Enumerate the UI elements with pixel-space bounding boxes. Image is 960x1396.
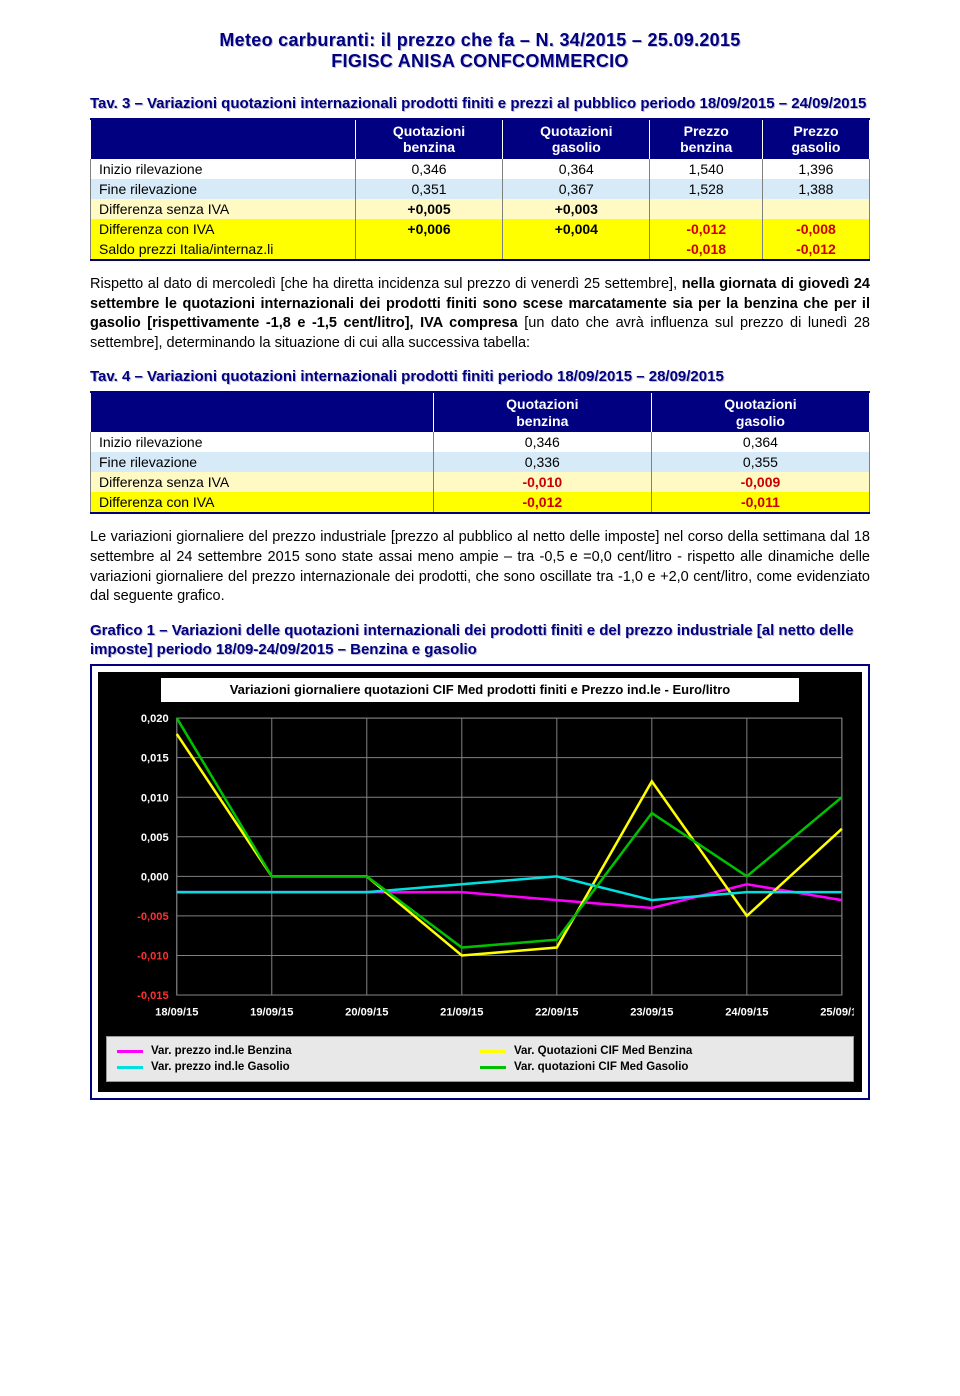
legend-swatch <box>117 1050 143 1053</box>
table-row: Inizio rilevazione0,3460,3641,5401,396 <box>91 159 870 179</box>
cell-value: +0,006 <box>355 219 502 239</box>
cell-value: 0,351 <box>355 179 502 199</box>
cell-value: 0,346 <box>433 432 651 452</box>
tav4-caption: Tav. 4 – Variazioni quotazioni internazi… <box>90 367 870 387</box>
row-label: Saldo prezzi Italia/internaz.li <box>91 239 356 260</box>
table-header: Quotazionibenzina <box>355 119 502 160</box>
cell-value: -0,012 <box>433 492 651 513</box>
table-header <box>91 119 356 160</box>
legend-item: Var. prezzo ind.le Benzina <box>117 1043 480 1059</box>
legend-label: Var. quotazioni CIF Med Gasolio <box>514 1061 688 1073</box>
row-label: Differenza con IVA <box>91 492 434 513</box>
row-label: Inizio rilevazione <box>91 159 356 179</box>
table-header <box>91 392 434 433</box>
table-row: Inizio rilevazione0,3460,364 <box>91 432 870 452</box>
svg-text:19/09/15: 19/09/15 <box>250 1006 293 1018</box>
chart-plot-area: Variazioni giornaliere quotazioni CIF Me… <box>98 672 862 1093</box>
row-label: Fine rilevazione <box>91 452 434 472</box>
tav3-caption: Tav. 3 – Variazioni quotazioni internazi… <box>90 94 870 114</box>
legend-item: Var. prezzo ind.le Gasolio <box>117 1059 480 1075</box>
table-row: Saldo prezzi Italia/internaz.li -0,018-0,… <box>91 239 870 260</box>
table-row: Fine rilevazione0,3360,355 <box>91 452 870 472</box>
chart-container: Variazioni giornaliere quotazioni CIF Me… <box>90 664 870 1101</box>
svg-text:0,010: 0,010 <box>141 792 169 804</box>
document-header: Meteo carburanti: il prezzo che fa – N. … <box>90 30 870 72</box>
tav3-table: QuotazionibenzinaQuotazionigasolioPrezzo… <box>90 118 870 262</box>
grafico1-caption: Grafico 1 – Variazioni delle quotazioni … <box>90 621 870 660</box>
svg-text:23/09/15: 23/09/15 <box>630 1006 673 1018</box>
cell-value <box>762 199 869 219</box>
cell-value: -0,018 <box>650 239 762 260</box>
cell-value: 0,355 <box>651 452 869 472</box>
svg-text:0,020: 0,020 <box>141 713 169 725</box>
cell-value <box>650 199 762 219</box>
cell-value: -0,009 <box>651 472 869 492</box>
cell-value: 1,540 <box>650 159 762 179</box>
table-header: Quotazionigasolio <box>651 392 869 433</box>
cell-value: -0,012 <box>650 219 762 239</box>
cell-value: 0,364 <box>651 432 869 452</box>
cell-value <box>503 239 650 260</box>
svg-text:24/09/15: 24/09/15 <box>725 1006 768 1018</box>
cell-value: -0,012 <box>762 239 869 260</box>
legend-swatch <box>480 1066 506 1069</box>
paragraph-2: Le variazioni giornaliere del prezzo ind… <box>90 528 870 606</box>
row-label: Differenza senza IVA <box>91 199 356 219</box>
svg-text:-0,015: -0,015 <box>137 990 169 1002</box>
cell-value: 1,396 <box>762 159 869 179</box>
legend-label: Var. prezzo ind.le Gasolio <box>151 1061 290 1073</box>
line-chart-svg: -0,015 -0,010 -0,005 0,000 0,005 0,010 0,015 0,… <box>106 710 854 1023</box>
cell-value: +0,005 <box>355 199 502 219</box>
header-title: Meteo carburanti: il prezzo che fa – N. … <box>90 30 870 51</box>
svg-text:-0,010: -0,010 <box>137 950 169 962</box>
table-row: Fine rilevazione0,3510,3671,5281,388 <box>91 179 870 199</box>
svg-text:0,005: 0,005 <box>141 832 169 844</box>
legend-label: Var. Quotazioni CIF Med Benzina <box>514 1045 692 1057</box>
svg-text:25/09/15: 25/09/15 <box>820 1006 854 1018</box>
row-label: Differenza senza IVA <box>91 472 434 492</box>
chart-title: Variazioni giornaliere quotazioni CIF Me… <box>161 678 799 702</box>
cell-value: 0,336 <box>433 452 651 472</box>
svg-text:0,000: 0,000 <box>141 871 169 883</box>
cell-value: 0,367 <box>503 179 650 199</box>
table-header: Quotazionigasolio <box>503 119 650 160</box>
legend-item: Var. quotazioni CIF Med Gasolio <box>480 1059 843 1075</box>
table-header: Prezzogasolio <box>762 119 869 160</box>
svg-text:21/09/15: 21/09/15 <box>440 1006 483 1018</box>
row-label: Fine rilevazione <box>91 179 356 199</box>
table-row: Differenza senza IVA+0,005+0,003 <box>91 199 870 219</box>
chart-legend: Var. prezzo ind.le Benzina Var. Quotazion… <box>106 1036 854 1082</box>
cell-value: +0,004 <box>503 219 650 239</box>
table-row: Differenza senza IVA-0,010-0,009 <box>91 472 870 492</box>
tav4-table: QuotazionibenzinaQuotazionigasolio Inizi… <box>90 391 870 515</box>
svg-text:20/09/15: 20/09/15 <box>345 1006 388 1018</box>
row-label: Differenza con IVA <box>91 219 356 239</box>
svg-text:-0,005: -0,005 <box>137 911 169 923</box>
table-header: Quotazionibenzina <box>433 392 651 433</box>
cell-value: 1,388 <box>762 179 869 199</box>
table-row: Differenza con IVA+0,006+0,004-0,012-0,0… <box>91 219 870 239</box>
cell-value: -0,008 <box>762 219 869 239</box>
cell-value: 0,364 <box>503 159 650 179</box>
legend-swatch <box>117 1066 143 1069</box>
cell-value: -0,010 <box>433 472 651 492</box>
svg-text:22/09/15: 22/09/15 <box>535 1006 578 1018</box>
table-row: Differenza con IVA-0,012-0,011 <box>91 492 870 513</box>
svg-text:18/09/15: 18/09/15 <box>155 1006 198 1018</box>
cell-value: -0,011 <box>651 492 869 513</box>
cell-value: +0,003 <box>503 199 650 219</box>
cell-value: 1,528 <box>650 179 762 199</box>
row-label: Inizio rilevazione <box>91 432 434 452</box>
document-page: Meteo carburanti: il prezzo che fa – N. … <box>0 0 960 1140</box>
legend-swatch <box>480 1050 506 1053</box>
svg-text:0,015: 0,015 <box>141 753 169 765</box>
header-org: FIGISC ANISA CONFCOMMERCIO <box>90 51 870 72</box>
legend-label: Var. prezzo ind.le Benzina <box>151 1045 292 1057</box>
table-header: Prezzobenzina <box>650 119 762 160</box>
cell-value: 0,346 <box>355 159 502 179</box>
para1-pre: Rispetto al dato di mercoledì [che ha di… <box>90 276 682 292</box>
cell-value <box>355 239 502 260</box>
paragraph-1: Rispetto al dato di mercoledì [che ha di… <box>90 275 870 353</box>
legend-item: Var. Quotazioni CIF Med Benzina <box>480 1043 843 1059</box>
